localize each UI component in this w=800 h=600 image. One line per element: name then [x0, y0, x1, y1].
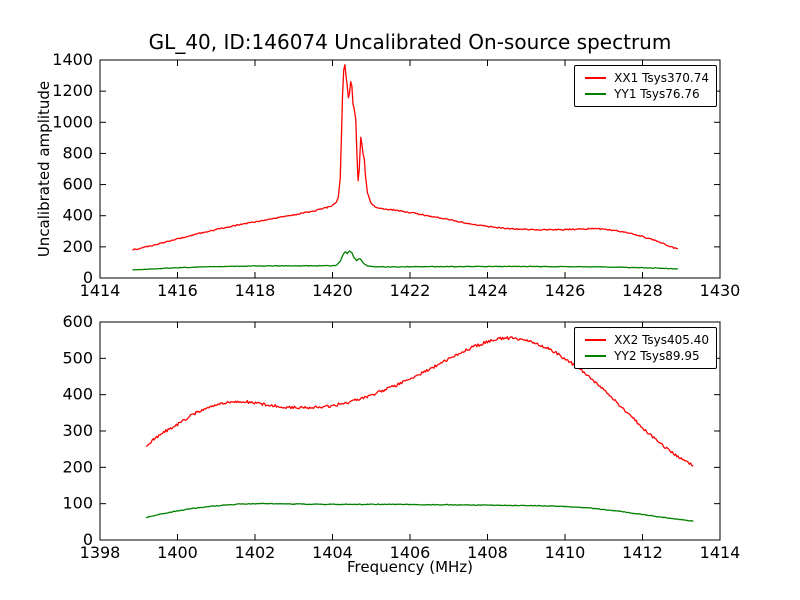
y-tick-label: 200: [62, 237, 93, 256]
legend-entry-yy1: YY1 Tsys76.76: [582, 86, 709, 102]
x-tick-label: 1416: [157, 281, 198, 300]
y-tick-label: 500: [62, 348, 93, 367]
x-tick-label: 1406: [390, 543, 431, 562]
xx1-line-sample: [585, 77, 607, 79]
y-tick-label: 1400: [52, 50, 93, 69]
axes-frame: [99, 59, 721, 279]
x-tick-label: 1418: [235, 281, 276, 300]
x-tick-label: 1424: [467, 281, 508, 300]
y-tick-label: 1000: [52, 112, 93, 131]
x-tick-label: 1408: [467, 543, 508, 562]
x-tick-label: 1410: [545, 543, 586, 562]
xx2-line-sample: [585, 339, 607, 341]
legend-label-xx1: XX1 Tsys370.74: [614, 71, 709, 85]
y-tick-label: 400: [62, 385, 93, 404]
y-tick-label: 1200: [52, 81, 93, 100]
y-tick-label: 100: [62, 494, 93, 513]
legend-entry-xx2: XX2 Tsys405.40: [582, 332, 709, 348]
x-tick-label: 1398: [80, 543, 121, 562]
x-tick-label: 1414: [700, 543, 741, 562]
legend-label-yy2: YY2 Tsys89.95: [614, 349, 700, 363]
y-tick-label: 0: [83, 268, 93, 287]
legend-top-plot: XX1 Tsys370.74 YY1 Tsys76.76: [574, 65, 717, 107]
y-tick-label: 600: [62, 175, 93, 194]
yy1-line-sample: [585, 93, 607, 95]
series-line-xx1: [132, 64, 679, 251]
chart-title: GL_40, ID:146074 Uncalibrated On-source …: [148, 30, 672, 54]
x-tick-label: 1412: [622, 543, 663, 562]
y-tick-label: 400: [62, 206, 93, 225]
series-line-yy1: [132, 250, 679, 271]
x-tick-label: 1404: [312, 543, 353, 562]
x-tick-label: 1420: [312, 281, 353, 300]
series-line-yy2: [145, 502, 694, 522]
legend-entry-yy2: YY2 Tsys89.95: [582, 348, 709, 364]
x-tick-label: 1428: [622, 281, 663, 300]
y-tick-label: 0: [83, 530, 93, 549]
legend-bottom-plot: XX2 Tsys405.40 YY2 Tsys89.95: [574, 327, 717, 369]
legend-entry-xx1: XX1 Tsys370.74: [582, 70, 709, 86]
y-tick-label: 200: [62, 457, 93, 476]
y-tick-label: 800: [62, 143, 93, 162]
x-tick-label: 1400: [157, 543, 198, 562]
x-tick-label: 1430: [700, 281, 741, 300]
x-tick-label: 1422: [390, 281, 431, 300]
y-tick-label: 600: [62, 312, 93, 331]
legend-label-yy1: YY1 Tsys76.76: [614, 87, 700, 101]
x-tick-label: 1414: [80, 281, 121, 300]
axes-frame: [99, 321, 721, 541]
x-tick-label: 1402: [235, 543, 276, 562]
y-tick-label: 300: [62, 421, 93, 440]
x-tick-label: 1426: [545, 281, 586, 300]
series-line-xx2: [145, 336, 694, 467]
x-axis-label: Frequency (MHz): [346, 558, 474, 576]
yy2-line-sample: [585, 355, 607, 357]
legend-label-xx2: XX2 Tsys405.40: [614, 333, 709, 347]
